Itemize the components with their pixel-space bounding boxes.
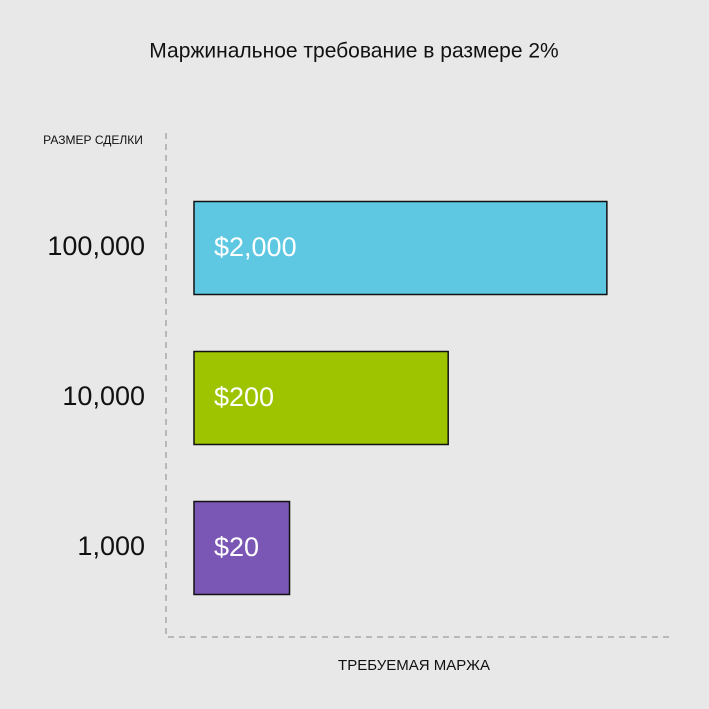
- bar: [193, 500, 291, 596]
- y-tick-label: 100,000: [47, 231, 145, 261]
- value-label: $200: [214, 382, 274, 412]
- bar: [193, 200, 608, 296]
- y-tick-label: 1,000: [77, 531, 145, 561]
- y-tick-label: 10,000: [62, 381, 145, 411]
- value-label: $20: [214, 532, 259, 562]
- axis-line: [165, 133, 672, 638]
- bar: [193, 350, 449, 446]
- y-axis-title: РАЗМЕР СДЕЛКИ: [43, 133, 143, 147]
- chart-title: Маржинальное требование в размере 2%: [149, 40, 558, 63]
- x-axis-title: ТРЕБУЕМАЯ МАРЖА: [338, 657, 490, 674]
- value-label: $2,000: [214, 232, 297, 262]
